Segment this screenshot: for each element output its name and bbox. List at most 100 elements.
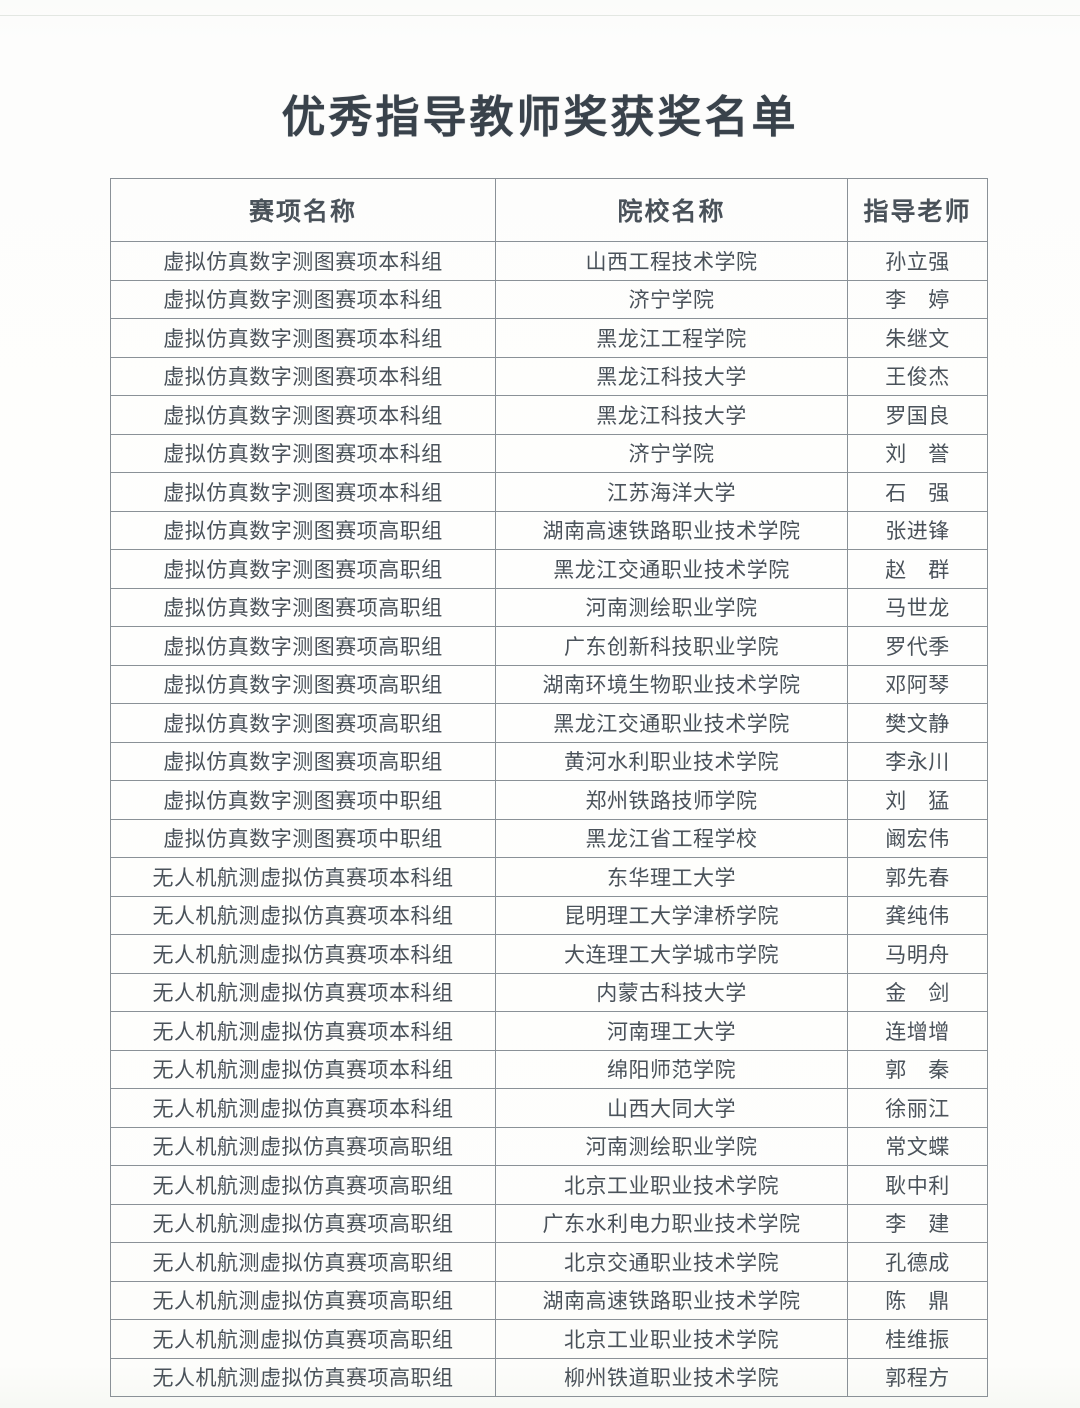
- cell-teacher-name: 罗国良: [847, 395, 988, 435]
- table-row: 虚拟仿真数字测图赛项本科组 济宁学院李 婷: [110, 279, 988, 319]
- cell-school-name: 山西工程技术学院: [495, 241, 848, 281]
- cell-competition-name: 无人机航测虚拟仿真赛项高职组: [110, 1165, 496, 1205]
- cell-teacher-name: 张进锋: [847, 510, 988, 550]
- cell-school-name: 广东水利电力职业技术学院: [495, 1203, 848, 1243]
- cell-competition-name: 无人机航测虚拟仿真赛项高职组: [110, 1203, 496, 1243]
- table-row: 无人机航测虚拟仿真赛项本科组 山西大同大学 徐丽江: [110, 1088, 988, 1128]
- cell-competition-name: 虚拟仿真数字测图赛项高职组: [110, 549, 496, 589]
- award-table: 赛项名称 院校名称 指导老师 虚拟仿真数字测图赛项本科组 山西工程技术学院 孙立强虚…: [110, 178, 988, 1397]
- cell-teacher-name: 石 强: [847, 472, 988, 512]
- table-row: 无人机航测虚拟仿真赛项本科组 绵阳师范学院郭 秦: [110, 1049, 988, 1089]
- table-row: 虚拟仿真数字测图赛项高职组 黑龙江交通职业技术学院 樊文静: [110, 703, 988, 743]
- cell-school-name: 黑龙江交通职业技术学院: [495, 549, 848, 589]
- cell-teacher-name: 赵 群: [847, 549, 988, 589]
- table-row: 无人机航测虚拟仿真赛项本科组 东华理工大学 郭先春: [110, 857, 988, 897]
- cell-competition-name: 虚拟仿真数字测图赛项高职组: [110, 741, 496, 781]
- cell-school-name: 黑龙江科技大学: [495, 356, 848, 396]
- cell-teacher-name: 常文蝶: [847, 1126, 988, 1166]
- cell-competition-name: 无人机航测虚拟仿真赛项高职组: [110, 1357, 496, 1397]
- cell-school-name: 黑龙江省工程学校: [495, 818, 848, 858]
- header-school-name: 院校名称: [495, 178, 848, 242]
- header-competition-name: 赛项名称: [110, 178, 496, 242]
- cell-teacher-name: 李 建: [847, 1203, 988, 1243]
- cell-teacher-name: 马世龙: [847, 587, 988, 627]
- cell-competition-name: 虚拟仿真数字测图赛项本科组: [110, 318, 496, 358]
- table-header: 赛项名称 院校名称 指导老师: [110, 178, 988, 242]
- cell-competition-name: 虚拟仿真数字测图赛项本科组: [110, 472, 496, 512]
- cell-competition-name: 虚拟仿真数字测图赛项高职组: [110, 510, 496, 550]
- cell-school-name: 广东创新科技职业学院: [495, 626, 848, 666]
- cell-school-name: 黑龙江科技大学: [495, 395, 848, 435]
- table-row: 无人机航测虚拟仿真赛项高职组 河南测绘职业学院 常文蝶: [110, 1126, 988, 1166]
- cell-competition-name: 虚拟仿真数字测图赛项本科组: [110, 356, 496, 396]
- cell-competition-name: 无人机航测虚拟仿真赛项本科组: [110, 934, 496, 974]
- cell-competition-name: 无人机航测虚拟仿真赛项本科组: [110, 895, 496, 935]
- table-row: 无人机航测虚拟仿真赛项高职组 广东水利电力职业技术学院李 建: [110, 1203, 988, 1243]
- table-row: 虚拟仿真数字测图赛项本科组 黑龙江工程学院 朱继文: [110, 318, 988, 358]
- cell-school-name: 北京工业职业技术学院: [495, 1165, 848, 1205]
- cell-competition-name: 虚拟仿真数字测图赛项高职组: [110, 587, 496, 627]
- table-row: 无人机航测虚拟仿真赛项高职组 柳州铁道职业技术学院 郭程方: [110, 1357, 988, 1397]
- table-row: 虚拟仿真数字测图赛项本科组 黑龙江科技大学 王俊杰: [110, 356, 988, 396]
- cell-teacher-name: 连增增: [847, 1011, 988, 1051]
- cell-competition-name: 无人机航测虚拟仿真赛项本科组: [110, 972, 496, 1012]
- cell-competition-name: 无人机航测虚拟仿真赛项本科组: [110, 1088, 496, 1128]
- table-row: 虚拟仿真数字测图赛项中职组 黑龙江省工程学校 阚宏伟: [110, 818, 988, 858]
- cell-competition-name: 无人机航测虚拟仿真赛项本科组: [110, 1049, 496, 1089]
- table-body: 虚拟仿真数字测图赛项本科组 山西工程技术学院 孙立强 虚拟仿真数字测图赛项本科组 济宁学…: [110, 241, 988, 1397]
- table-row: 虚拟仿真数字测图赛项高职组 湖南环境生物职业技术学院 邓阿琴: [110, 664, 988, 704]
- cell-teacher-name: 樊文静: [847, 703, 988, 743]
- cell-competition-name: 无人机航测虚拟仿真赛项高职组: [110, 1319, 496, 1359]
- cell-school-name: 济宁学院: [495, 433, 848, 473]
- cell-teacher-name: 阚宏伟: [847, 818, 988, 858]
- cell-competition-name: 无人机航测虚拟仿真赛项高职组: [110, 1280, 496, 1320]
- cell-teacher-name: 朱继文: [847, 318, 988, 358]
- table-row: 无人机航测虚拟仿真赛项本科组 大连理工大学城市学院 马明舟: [110, 934, 988, 974]
- cell-school-name: 河南测绘职业学院: [495, 587, 848, 627]
- cell-school-name: 湖南环境生物职业技术学院: [495, 664, 848, 704]
- cell-teacher-name: 刘 誉: [847, 433, 988, 473]
- table-row: 虚拟仿真数字测图赛项高职组 湖南高速铁路职业技术学院 张进锋: [110, 510, 988, 550]
- cell-school-name: 河南理工大学: [495, 1011, 848, 1051]
- page-title: 优秀指导教师奖获奖名单: [281, 93, 799, 143]
- cell-school-name: 黑龙江工程学院: [495, 318, 848, 358]
- cell-school-name: 黄河水利职业技术学院: [495, 741, 848, 781]
- table-row: 无人机航测虚拟仿真赛项本科组 河南理工大学 连增增: [110, 1011, 988, 1051]
- cell-school-name: 江苏海洋大学: [495, 472, 848, 512]
- table-row: 无人机航测虚拟仿真赛项高职组 北京工业职业技术学院 耿中利: [110, 1165, 988, 1205]
- cell-school-name: 河南测绘职业学院: [495, 1126, 848, 1166]
- cell-teacher-name: 金 剑: [847, 972, 988, 1012]
- cell-school-name: 北京工业职业技术学院: [495, 1319, 848, 1359]
- cell-teacher-name: 龚纯伟: [847, 895, 988, 935]
- cell-school-name: 柳州铁道职业技术学院: [495, 1357, 848, 1397]
- cell-competition-name: 虚拟仿真数字测图赛项本科组: [110, 395, 496, 435]
- cell-school-name: 湖南高速铁路职业技术学院: [495, 1280, 848, 1320]
- cell-competition-name: 无人机航测虚拟仿真赛项高职组: [110, 1242, 496, 1282]
- cell-school-name: 东华理工大学: [495, 857, 848, 897]
- cell-school-name: 北京交通职业技术学院: [495, 1242, 848, 1282]
- table-row: 虚拟仿真数字测图赛项本科组 黑龙江科技大学 罗国良: [110, 395, 988, 435]
- table-row: 无人机航测虚拟仿真赛项高职组 北京交通职业技术学院 孔德成: [110, 1242, 988, 1282]
- cell-competition-name: 虚拟仿真数字测图赛项高职组: [110, 703, 496, 743]
- cell-teacher-name: 李 婷: [847, 279, 988, 319]
- cell-competition-name: 无人机航测虚拟仿真赛项本科组: [110, 857, 496, 897]
- cell-teacher-name: 陈 鼎: [847, 1280, 988, 1320]
- table-row: 虚拟仿真数字测图赛项高职组 黑龙江交通职业技术学院赵 群: [110, 549, 988, 589]
- cell-teacher-name: 李永川: [847, 741, 988, 781]
- cell-school-name: 大连理工大学城市学院: [495, 934, 848, 974]
- cell-school-name: 黑龙江交通职业技术学院: [495, 703, 848, 743]
- cell-competition-name: 虚拟仿真数字测图赛项高职组: [110, 664, 496, 704]
- table-row: 无人机航测虚拟仿真赛项高职组 湖南高速铁路职业技术学院陈 鼎: [110, 1280, 988, 1320]
- table-row: 虚拟仿真数字测图赛项高职组 河南测绘职业学院 马世龙: [110, 587, 988, 627]
- cell-school-name: 济宁学院: [495, 279, 848, 319]
- cell-competition-name: 无人机航测虚拟仿真赛项本科组: [110, 1011, 496, 1051]
- cell-competition-name: 虚拟仿真数字测图赛项中职组: [110, 818, 496, 858]
- cell-teacher-name: 桂维振: [847, 1319, 988, 1359]
- table-row: 虚拟仿真数字测图赛项本科组 江苏海洋大学石 强: [110, 472, 988, 512]
- cell-teacher-name: 郭程方: [847, 1357, 988, 1397]
- table-row: 虚拟仿真数字测图赛项高职组 广东创新科技职业学院 罗代季: [110, 626, 988, 666]
- table-row: 虚拟仿真数字测图赛项本科组 山西工程技术学院 孙立强: [110, 241, 988, 281]
- cell-competition-name: 虚拟仿真数字测图赛项本科组: [110, 241, 496, 281]
- cell-teacher-name: 孔德成: [847, 1242, 988, 1282]
